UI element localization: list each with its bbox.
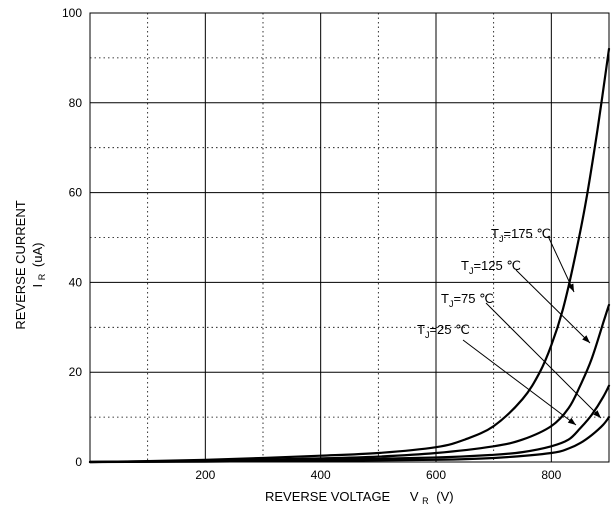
series-line-2 [88, 384, 611, 464]
series-label: TJ=175 ℃ [491, 226, 551, 244]
leader-line [547, 235, 575, 293]
series-line-3 [88, 416, 611, 464]
series-label-sub: J [425, 330, 430, 340]
series-label-pre: T [491, 226, 499, 241]
arrowhead-icon [593, 410, 601, 418]
x-axis-title: REVERSE VOLTAGE V R (V) [265, 489, 454, 507]
y-axis-title-sub: R [37, 273, 47, 280]
series-label: TJ=25 ℃ [417, 322, 470, 340]
y-tick-label: 20 [69, 365, 83, 379]
y-tick-label: 100 [62, 6, 82, 20]
series-annotation-0: TJ=175 ℃ [491, 226, 575, 293]
series-label-post: =25 ℃ [429, 322, 469, 337]
x-axis-title-main: REVERSE VOLTAGE [265, 489, 391, 504]
series-label-post: =175 ℃ [503, 226, 551, 241]
series-line-0 [88, 47, 611, 464]
y-tick-label: 60 [69, 186, 83, 200]
plot-frame [89, 12, 610, 463]
y-axis-title-line2: I R (uA) [30, 243, 48, 288]
y-axis-title-unit: (uA) [30, 243, 45, 268]
series-annotation-2: TJ=75 ℃ [441, 291, 602, 419]
leader-line [485, 302, 602, 419]
leader-line [515, 269, 591, 344]
y-tick-label: 0 [75, 455, 82, 469]
y-tick-label: 80 [69, 96, 83, 110]
axis-ticks: 200 400 600 800 0 20 40 60 80 100 [62, 6, 562, 482]
series-line-1 [88, 303, 611, 464]
series-label: TJ=125 ℃ [461, 258, 521, 276]
series-label-pre: T [441, 291, 449, 306]
series-label-pre: T [417, 322, 425, 337]
x-axis-title-symbol: V [410, 489, 419, 504]
x-tick-label: 800 [541, 468, 561, 482]
series-label-post: =75 ℃ [453, 291, 493, 306]
arrowhead-icon [582, 335, 590, 343]
series-label-sub: J [469, 266, 474, 276]
grid [90, 13, 609, 462]
series-lines [88, 47, 611, 464]
series-annotation-1: TJ=125 ℃ [461, 258, 591, 344]
series-label-sub: J [499, 234, 504, 244]
series-label: TJ=75 ℃ [441, 291, 494, 309]
y-axis-title-symbol: I [30, 284, 45, 288]
leader-line [462, 339, 577, 426]
x-tick-label: 400 [311, 468, 331, 482]
x-tick-label: 200 [195, 468, 215, 482]
y-axis-title-line1: REVERSE CURRENT [13, 200, 28, 329]
series-annotation-3: TJ=25 ℃ [417, 322, 577, 426]
arrowhead-icon [567, 417, 576, 425]
y-tick-label: 40 [69, 275, 83, 289]
series-annotations: TJ=175 ℃TJ=125 ℃TJ=75 ℃TJ=25 ℃ [417, 226, 602, 426]
series-label-sub: J [449, 299, 454, 309]
series-label-post: =125 ℃ [473, 258, 521, 273]
series-label-pre: T [461, 258, 469, 273]
x-axis-title-unit: (V) [436, 489, 453, 504]
x-axis-title-sub: R [422, 496, 429, 506]
x-tick-label: 600 [426, 468, 446, 482]
arrowhead-icon [567, 283, 574, 292]
